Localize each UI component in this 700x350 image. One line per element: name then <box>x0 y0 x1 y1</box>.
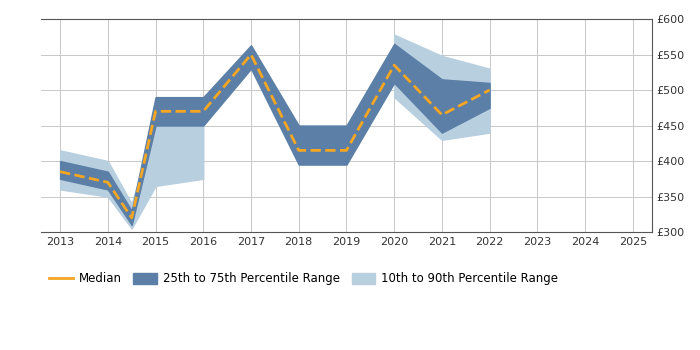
Legend: Median, 25th to 75th Percentile Range, 10th to 90th Percentile Range: Median, 25th to 75th Percentile Range, 1… <box>44 268 563 290</box>
